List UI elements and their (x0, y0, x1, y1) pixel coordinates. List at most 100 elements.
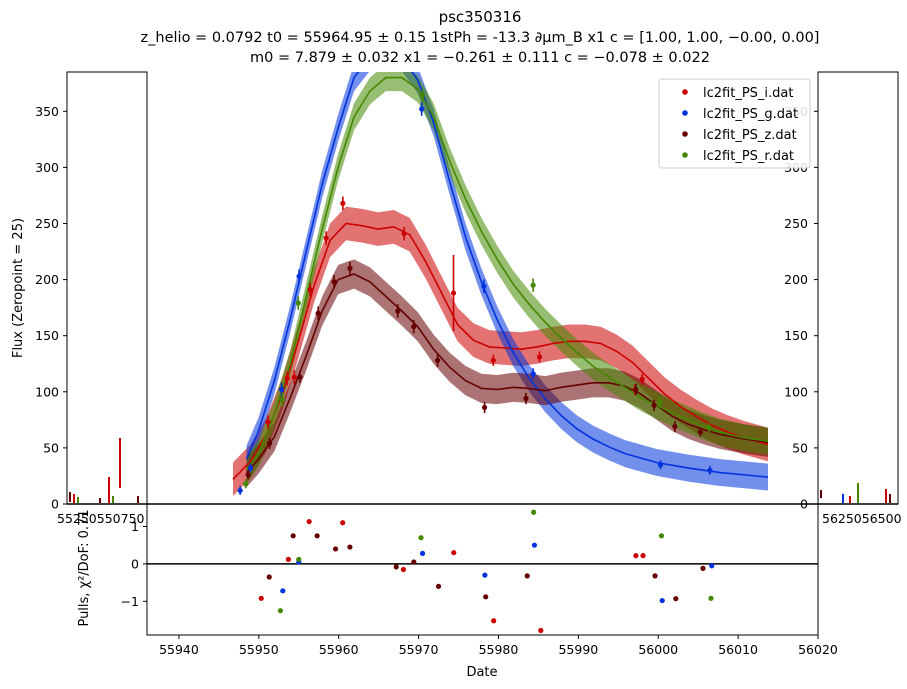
pull-point (709, 563, 715, 569)
data-point (657, 462, 664, 468)
figure-title-line3: m0 = 7.879 ± 0.032 x1 = −0.261 ± 0.111 c… (250, 50, 710, 66)
model-band-0 (233, 206, 768, 497)
y-tick-label: 50 (43, 440, 59, 455)
legend-label: lc2fit_PS_g.dat (703, 107, 798, 122)
pull-point (435, 583, 442, 589)
left-panel-xtick-label: 55250550750 (57, 511, 145, 526)
data-point (395, 308, 401, 314)
x-tick-label: 56000 (638, 642, 678, 657)
y-tick-label-right: 250 (784, 216, 808, 231)
pull-point (332, 546, 339, 552)
data-point (481, 283, 487, 289)
model-line-1 (245, 72, 768, 478)
legend-marker (682, 110, 688, 116)
data-point (707, 467, 713, 473)
x-tick-label: 55950 (239, 642, 279, 657)
x-tick-label: 56020 (798, 642, 838, 657)
data-point (279, 397, 285, 403)
data-point (639, 376, 645, 383)
x-tick-label: 55940 (159, 642, 199, 657)
data-point (291, 374, 297, 380)
y-tick-label-right: 100 (784, 384, 808, 399)
data-point (481, 404, 488, 411)
data-point (237, 487, 243, 494)
model-band-2 (246, 259, 768, 488)
data-point (490, 357, 496, 363)
data-point (651, 402, 657, 408)
data-point (331, 279, 337, 285)
pull-point (531, 542, 538, 548)
pull-point (280, 588, 286, 594)
y-axis-label-pulls: Pulls, χ²/DoF: 0.71 (77, 509, 92, 626)
model-line-3 (245, 76, 768, 471)
legend-label: lc2fit_PS_z.dat (703, 128, 797, 143)
pull-point (524, 573, 530, 579)
pulls-panel: −1 0 1 55940 55950 55960 55970 55980 55990 56000… (121, 503, 838, 657)
figure-title-line2: z_helio = 0.0792 t0 = 55964.95 ± 0.15 1s… (141, 30, 820, 46)
data-point (297, 374, 303, 380)
pull-point (482, 572, 488, 578)
pull-point (700, 565, 706, 571)
pull-point (652, 573, 658, 579)
data-point (245, 472, 251, 478)
pull-point (640, 553, 646, 559)
left-side-panel: 55250550750 (57, 71, 148, 526)
pull-point (633, 553, 639, 559)
x-tick-label: 55970 (399, 642, 439, 657)
figure-title-line1: psc350316 (439, 8, 522, 26)
model-line-0 (232, 222, 768, 480)
pull-y-tick-label: −1 (121, 594, 139, 609)
y-tick-label: 350 (35, 104, 59, 119)
pull-point (419, 550, 426, 557)
data-point (265, 419, 271, 425)
data-point (697, 429, 703, 435)
pull-point (258, 595, 264, 601)
data-point (284, 375, 290, 381)
pull-point (483, 594, 489, 600)
x-tick-label: 56010 (718, 642, 758, 657)
y-tick-label: 100 (35, 384, 59, 399)
legend-marker (682, 89, 688, 95)
pull-point (340, 520, 346, 526)
data-point (419, 92, 426, 99)
y-tick-label: 0 (51, 497, 59, 512)
pull-point (411, 559, 417, 565)
pull-point (491, 618, 497, 624)
data-point (243, 481, 249, 487)
data-point (633, 386, 639, 393)
data-point (536, 354, 543, 360)
pull-point (277, 608, 284, 614)
data-point (434, 357, 441, 363)
pull-point (306, 518, 312, 525)
y-axis-label-flux: Flux (Zeropoint = 25) (11, 218, 26, 358)
data-point (523, 395, 529, 402)
pull-point (673, 596, 679, 602)
legend-label: lc2fit_PS_r.dat (703, 149, 794, 164)
pull-point (708, 595, 714, 601)
data-point (295, 300, 301, 306)
data-point (340, 200, 346, 206)
pull-point (290, 533, 296, 539)
data-point (296, 273, 302, 279)
legend-marker (682, 152, 688, 158)
x-tick-label: 55980 (479, 642, 519, 657)
y-tick-label-right: 200 (784, 272, 808, 287)
pull-y-tick-label: 1 (131, 519, 139, 534)
data-point (450, 290, 457, 296)
pull-point (531, 509, 537, 515)
pull-y-tick-label: 0 (131, 556, 139, 571)
data-point (401, 230, 407, 237)
pull-point (538, 627, 544, 634)
data-point (672, 423, 678, 430)
legend-label: lc2fit_PS_i.dat (703, 86, 793, 101)
pull-point (659, 597, 665, 604)
y-tick-label: 250 (35, 216, 59, 231)
y-tick-label: 200 (35, 272, 59, 287)
data-point (315, 310, 321, 316)
model-line-2 (245, 273, 768, 474)
pull-point (296, 556, 302, 562)
data-point (419, 106, 425, 112)
data-point (323, 235, 329, 241)
data-point (706, 425, 712, 431)
